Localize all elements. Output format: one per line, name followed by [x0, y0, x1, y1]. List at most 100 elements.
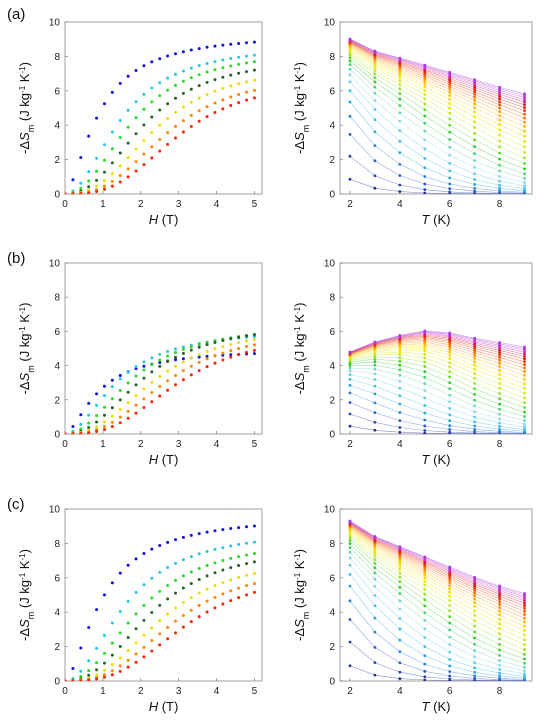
x-tick-label: 5: [252, 199, 258, 210]
data-point: [95, 403, 99, 407]
y-axis-suffix: ): [17, 62, 32, 66]
data-point: [237, 575, 241, 579]
data-point: [448, 584, 452, 588]
data-point: [213, 595, 217, 599]
data-point: [473, 392, 477, 396]
data-point: [473, 655, 477, 659]
data-point: [158, 543, 162, 547]
data-point: [523, 666, 526, 669]
series-line: [349, 533, 525, 641]
data-point: [229, 95, 233, 99]
y-tick-label: 0: [54, 190, 60, 201]
data-point: [373, 355, 377, 359]
data-point: [173, 578, 177, 582]
series-line: [349, 331, 525, 353]
data-point: [252, 343, 256, 347]
field-curve-8: [348, 73, 526, 184]
data-point: [348, 37, 352, 41]
y-axis-suffix: ): [292, 62, 307, 66]
data-point: [197, 345, 201, 349]
data-point: [423, 583, 427, 587]
data-point: [205, 105, 209, 109]
panel-label-0: (a): [7, 6, 25, 23]
data-point: [205, 530, 209, 534]
series-2: [65, 332, 256, 434]
data-point: [498, 382, 501, 385]
data-point: [142, 397, 146, 401]
data-point: [398, 368, 402, 372]
series-line: [349, 46, 525, 132]
data-point: [348, 383, 352, 387]
data-point: [473, 410, 477, 414]
data-point: [423, 188, 427, 191]
data-point: [348, 364, 352, 367]
data-point: [237, 71, 241, 75]
field-curve-12: [348, 56, 526, 165]
data-point: [205, 115, 209, 119]
data-point: [158, 643, 162, 647]
y-axis-suffix: ): [292, 549, 307, 553]
data-point: [197, 603, 201, 607]
series-line: [349, 347, 525, 385]
data-point: [448, 393, 452, 397]
data-point: [373, 64, 377, 68]
y-tick-label: 10: [324, 505, 336, 516]
data-point: [110, 581, 114, 585]
data-point: [373, 593, 377, 597]
x-tick-label: 2: [347, 439, 353, 450]
data-point: [498, 365, 501, 369]
field-curve-4: [348, 391, 526, 434]
data-point: [498, 606, 501, 610]
data-point: [373, 159, 377, 163]
data-point: [423, 349, 427, 353]
data-point: [423, 121, 427, 125]
y-tick-label: 6: [54, 327, 60, 338]
x-tick-label: 2: [138, 199, 144, 210]
data-point: [173, 364, 177, 368]
data-point: [142, 655, 146, 659]
data-point: [448, 674, 452, 678]
data-point: [348, 350, 352, 354]
data-point: [118, 571, 122, 575]
data-point: [118, 81, 122, 85]
data-point: [448, 664, 452, 668]
data-point: [498, 425, 501, 428]
x-tick-label: 0: [62, 439, 68, 450]
data-point: [348, 584, 352, 588]
y-axis-sub: m: [301, 125, 311, 133]
data-point: [181, 50, 185, 54]
data-point: [498, 653, 501, 657]
data-point: [142, 152, 146, 156]
data-point: [373, 561, 377, 565]
data-point: [523, 140, 526, 143]
series-line: [349, 402, 525, 434]
data-point: [498, 597, 501, 601]
x-tick-label: 1: [100, 686, 106, 697]
y-axis-mid: K: [292, 560, 307, 573]
series-line: [349, 379, 525, 430]
data-point: [498, 592, 501, 596]
data-point: [498, 659, 501, 662]
y-tick-label: 2: [329, 642, 335, 653]
data-point: [126, 74, 130, 78]
data-point: [221, 546, 225, 550]
x-axis-unit: (K): [430, 212, 451, 227]
x-axis-unit: (T): [158, 699, 178, 714]
data-point: [65, 432, 67, 434]
data-point: [181, 347, 185, 351]
field-curve-30: [348, 37, 526, 96]
data-point: [448, 138, 452, 141]
data-point: [348, 154, 352, 158]
data-point: [134, 116, 138, 120]
data-point: [189, 364, 193, 368]
series-line: [349, 47, 525, 137]
x-axis-unit: (K): [430, 699, 451, 714]
data-point: [348, 618, 352, 621]
data-point: [205, 350, 209, 354]
data-point: [166, 612, 170, 616]
data-point: [205, 549, 209, 553]
x-axis-var: T: [422, 452, 431, 467]
data-point: [498, 97, 501, 101]
data-point: [398, 564, 402, 568]
